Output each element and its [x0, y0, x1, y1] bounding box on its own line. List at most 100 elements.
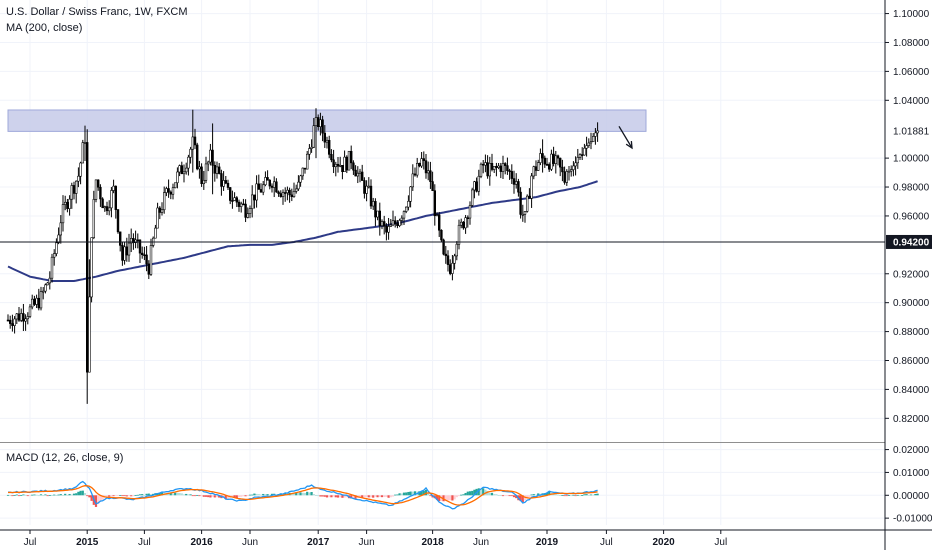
macd-pane: [0, 442, 885, 510]
macd-histogram-bar: [471, 490, 474, 496]
candle-body: [165, 188, 168, 193]
macd-histogram-bar: [112, 495, 115, 497]
macd-histogram-bar: [57, 494, 60, 496]
macd-histogram-bar: [528, 495, 531, 497]
candle-body: [259, 189, 263, 193]
macd-histogram-bar: [589, 494, 593, 496]
macd-histogram-bar: [559, 495, 562, 496]
candle-body: [110, 190, 113, 209]
candle-body: [79, 162, 82, 177]
time-tick-label: Jun: [242, 537, 258, 548]
macd-histogram-bar: [350, 495, 353, 499]
macd-histogram-bar: [501, 495, 505, 497]
price-tick-label: 1.00000: [893, 154, 930, 165]
macd-histogram-bar: [515, 495, 518, 499]
macd-histogram-bar: [596, 493, 599, 496]
macd-histogram-bar: [339, 495, 342, 498]
macd-histogram-bar: [169, 493, 172, 496]
candle-body: [446, 255, 450, 265]
macd-histogram-bar: [149, 494, 153, 496]
candle-body: [539, 153, 542, 163]
horizontal-line-label: 0.94200: [893, 237, 930, 248]
macd-histogram-bar: [295, 492, 298, 496]
macd-histogram-bar: [583, 494, 586, 496]
candle-body: [231, 200, 234, 202]
candle-body: [464, 217, 467, 229]
candle-body: [363, 180, 366, 194]
candle-body: [420, 158, 423, 167]
candle-body: [470, 189, 474, 206]
candle-body: [488, 163, 491, 177]
candle-body: [272, 181, 276, 188]
candle-body: [141, 252, 144, 256]
ma-legend[interactable]: MA (200, close): [6, 22, 82, 34]
price-tick-label: 0.90000: [893, 298, 930, 309]
candle-body: [473, 181, 476, 191]
candle-body: [77, 175, 80, 182]
macd-histogram-bar: [464, 492, 467, 496]
candle-body: [536, 162, 540, 171]
candle-body: [64, 201, 67, 205]
macd-histogram-bar: [519, 495, 522, 502]
macd-histogram-bar: [240, 495, 243, 497]
macd-histogram-bar: [308, 492, 311, 496]
candle-body: [411, 173, 414, 188]
macd-histogram-bar: [453, 495, 456, 500]
macd-histogram-bar: [455, 495, 458, 498]
time-tick-label: Jul: [714, 537, 727, 548]
candle-body: [389, 224, 392, 227]
candle-body: [72, 185, 76, 194]
resistance-zone-layer[interactable]: [7, 109, 647, 132]
macd-histogram-bar: [44, 494, 47, 496]
macd-histogram-bar: [134, 495, 137, 496]
macd-histogram-bar: [211, 495, 214, 497]
candle-body: [55, 242, 58, 254]
candle-body: [391, 220, 395, 226]
candle-body: [501, 163, 505, 172]
macd-histogram-bar: [292, 493, 296, 496]
price-tick-label: 1.10000: [893, 9, 930, 20]
macd-histogram-bar: [396, 494, 399, 496]
macd-histogram-bar: [246, 495, 249, 497]
macd-histogram-bar: [572, 494, 575, 496]
macd-histogram-bar: [444, 495, 447, 502]
candle-body: [193, 136, 197, 146]
macd-histogram-bar: [88, 495, 91, 498]
macd-histogram-bar: [372, 495, 375, 498]
candle-body: [33, 298, 36, 305]
macd-histogram-bar: [354, 495, 357, 499]
candle-body: [37, 297, 41, 309]
candle-body: [558, 157, 562, 168]
candle-body: [457, 224, 461, 245]
macd-legend[interactable]: MACD (12, 26, close, 9): [6, 452, 123, 464]
macd-histogram-bar: [323, 495, 326, 497]
macd-histogram-bar: [497, 495, 500, 496]
macd-histogram-bar: [125, 495, 128, 497]
macd-histogram-bar: [526, 495, 529, 498]
macd-histogram-bar: [244, 495, 247, 497]
candle-body: [459, 221, 463, 226]
macd-histogram-bar: [187, 494, 190, 496]
candle-body: [17, 313, 21, 321]
time-tick-label: Jun: [473, 537, 489, 548]
macd-histogram-bar: [251, 494, 254, 496]
candle-body: [103, 206, 107, 209]
macd-histogram-bar: [532, 494, 535, 496]
candle-body: [374, 201, 377, 218]
candle-body: [312, 125, 315, 148]
candle-body: [143, 254, 146, 257]
candle-body: [112, 185, 115, 191]
candle-body: [402, 211, 406, 219]
macd-histogram-bar: [132, 495, 135, 497]
macd-histogram-bar: [213, 495, 216, 498]
candle-body: [466, 217, 469, 220]
candle-body: [567, 170, 571, 173]
resistance-zone[interactable]: [7, 109, 647, 132]
macd-histogram-bar: [317, 495, 320, 497]
symbol-title[interactable]: U.S. Dollar / Swiss Franc, 1W, FXCM: [6, 6, 188, 18]
macd-histogram-bar: [581, 495, 584, 496]
macd-histogram-bar: [191, 495, 194, 497]
macd-histogram-bar: [121, 495, 124, 497]
macd-histogram-bar: [306, 491, 309, 496]
